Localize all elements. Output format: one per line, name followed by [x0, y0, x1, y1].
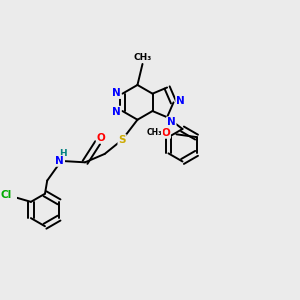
- Text: N: N: [112, 106, 121, 117]
- Text: S: S: [118, 135, 126, 145]
- Text: H: H: [59, 149, 66, 158]
- Text: CH₃: CH₃: [134, 53, 152, 62]
- Text: N: N: [176, 96, 185, 106]
- Text: N: N: [167, 117, 176, 127]
- Text: O: O: [97, 133, 105, 143]
- Text: N: N: [56, 156, 64, 166]
- Text: CH₃: CH₃: [147, 128, 162, 137]
- Text: N: N: [112, 88, 121, 98]
- Text: O: O: [161, 128, 170, 138]
- Text: Cl: Cl: [0, 190, 11, 200]
